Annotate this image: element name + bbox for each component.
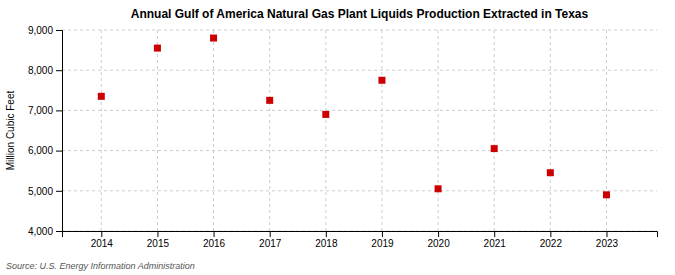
point [322,111,329,118]
tick-label: 2019 [371,238,394,249]
grid [62,30,657,231]
tick-mark [157,231,158,237]
chart: 2014 2015 2016 2017 2018 2019 2020 2021 2022 2023… [0,0,675,275]
grid-line [325,30,326,231]
grid-line [606,30,607,231]
tick: 7,000 [28,105,62,116]
x-axis: 2014 2015 2016 2017 2018 2019 2020 2021 2022 2023 [63,231,658,249]
tick-label: 6,000 [28,145,53,156]
tick: 2014 [91,231,114,249]
point [491,145,498,152]
tick: 4,000 [28,226,62,237]
tick-mark [56,70,62,71]
point [210,35,217,42]
grid-line [62,110,657,111]
tick: 2020 [427,231,450,249]
grid-line [62,30,657,31]
grid-line [381,30,382,231]
tick-label: 2014 [91,238,114,249]
tick-label: 7,000 [28,105,53,116]
tick-label: 9,000 [28,25,53,36]
tick-mark [101,231,102,237]
annotation: Source: U.S. Energy Information Administ… [6,261,195,271]
point [547,169,554,176]
grid-line [62,150,657,151]
grid-line [62,190,657,191]
grid-line [438,30,439,231]
tick-mark [56,231,62,232]
tick: 8,000 [28,65,62,76]
tick: 2017 [259,231,282,249]
tick-mark [550,231,551,237]
point [378,77,385,84]
tick: 2022 [540,231,563,249]
tick-mark [494,231,495,237]
tick-mark [214,231,215,237]
tick: 2021 [484,231,507,249]
tick-mark [382,231,383,237]
title: Annual Gulf of America Natural Gas Plant… [131,7,589,21]
point [435,185,442,192]
tick-mark [326,231,327,237]
grid-line [101,30,102,231]
grid-line [213,30,214,231]
tick-label: 4,000 [28,226,53,237]
tick-label: 2017 [259,238,282,249]
point [266,97,273,104]
tick-mark [438,231,439,237]
tick-mark [56,30,62,31]
tick-mark [606,231,607,237]
tick: 2018 [315,231,338,249]
point [603,191,610,198]
axis-line [56,31,63,232]
tick-label: 2016 [203,238,226,249]
tick-label: 8,000 [28,65,53,76]
tick: 2015 [147,231,170,249]
grid-line [494,30,495,231]
tick: 9,000 [28,25,62,36]
tick-label: 2023 [596,238,619,249]
y-axis: 4,000 5,000 6,000 7,000 8,000 9,000 [28,25,63,237]
y-axis-title: Million Cubic Feet [5,91,16,171]
grid-line [62,70,657,71]
tick-mark [56,191,62,192]
tick-label: 2022 [540,238,563,249]
tick-label: 5,000 [28,186,53,197]
grid-line [550,30,551,231]
plot-area: 2014 2015 2016 2017 2018 2019 2020 2021 2022 2023… [28,25,658,249]
point [154,45,161,52]
tick-label: 2021 [484,238,507,249]
grid-line [269,30,270,231]
tick-label: 2018 [315,238,338,249]
tick: 2019 [371,231,394,249]
tick-label: 2020 [427,238,450,249]
axis-line [63,232,658,238]
tick-mark [270,231,271,237]
tick-mark [56,151,62,152]
tick: 2023 [596,231,619,249]
tick-mark [56,110,62,111]
tick: 6,000 [28,145,62,156]
marks [98,35,610,199]
point [98,93,105,100]
tick-label: 2015 [147,238,170,249]
tick: 2016 [203,231,226,249]
grid-line [157,30,158,231]
tick: 5,000 [28,186,62,197]
